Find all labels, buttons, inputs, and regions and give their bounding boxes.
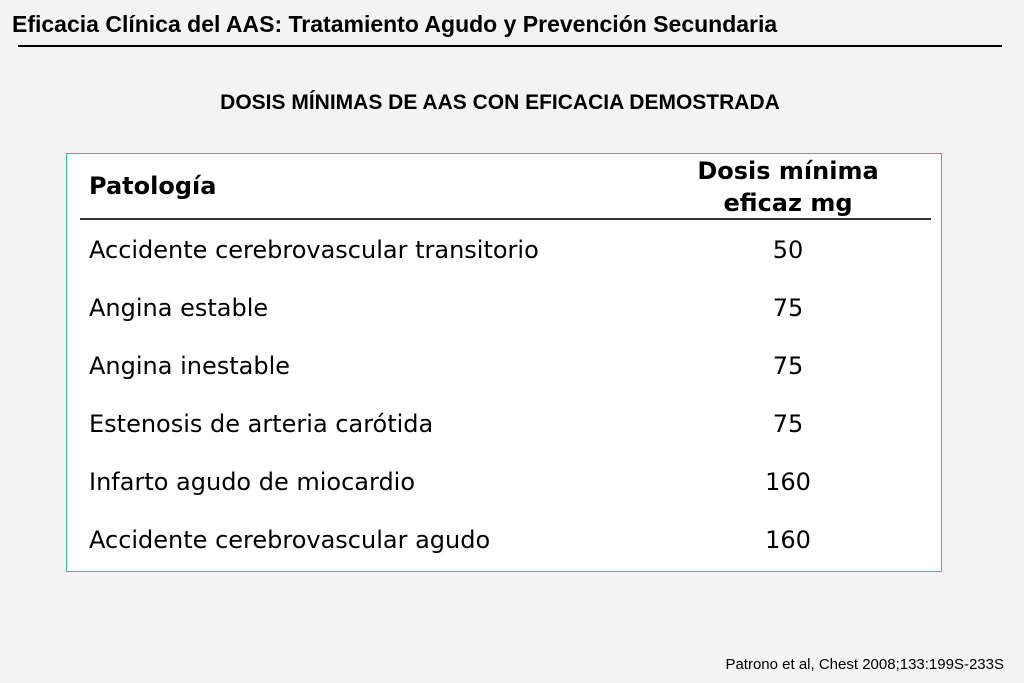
row-pathology: Angina estable <box>89 294 269 322</box>
dose-table: Patología Dosis mínima eficaz mg Acciden… <box>66 153 942 572</box>
row-pathology: Estenosis de arteria carótida <box>89 410 434 438</box>
row-dose: 160 <box>765 526 811 554</box>
table-row: Estenosis de arteria carótida 75 <box>67 406 941 442</box>
header-dose: Dosis mínima eficaz mg <box>673 155 903 219</box>
row-dose: 75 <box>772 352 804 380</box>
header-pathology: Patología <box>89 172 217 200</box>
header-divider <box>80 218 931 220</box>
table-row: Angina inestable 75 <box>67 348 941 384</box>
slide-subtitle: DOSIS MÍNIMAS DE AAS CON EFICACIA DEMOST… <box>220 91 780 114</box>
header-dose-line2: eficaz mg <box>723 189 853 217</box>
citation: Patrono et al, Chest 2008;133:199S-233S <box>725 656 1004 673</box>
row-pathology: Accidente cerebrovascular transitorio <box>89 236 539 264</box>
row-dose: 160 <box>765 468 811 496</box>
header-dose-line1: Dosis mínima <box>697 157 879 185</box>
table-row: Angina estable 75 <box>67 290 941 326</box>
row-pathology: Accidente cerebrovascular agudo <box>89 526 491 554</box>
row-pathology: Angina inestable <box>89 352 291 380</box>
title-divider <box>18 45 1002 47</box>
table-row: Accidente cerebrovascular transitorio 50 <box>67 232 941 268</box>
table-row: Infarto agudo de miocardio 160 <box>67 464 941 500</box>
slide-title: Eficacia Clínica del AAS: Tratamiento Ag… <box>12 11 778 37</box>
row-dose: 75 <box>772 410 804 438</box>
table-row: Accidente cerebrovascular agudo 160 <box>67 522 941 558</box>
row-dose: 50 <box>772 236 804 264</box>
row-pathology: Infarto agudo de miocardio <box>89 468 416 496</box>
row-dose: 75 <box>772 294 804 322</box>
